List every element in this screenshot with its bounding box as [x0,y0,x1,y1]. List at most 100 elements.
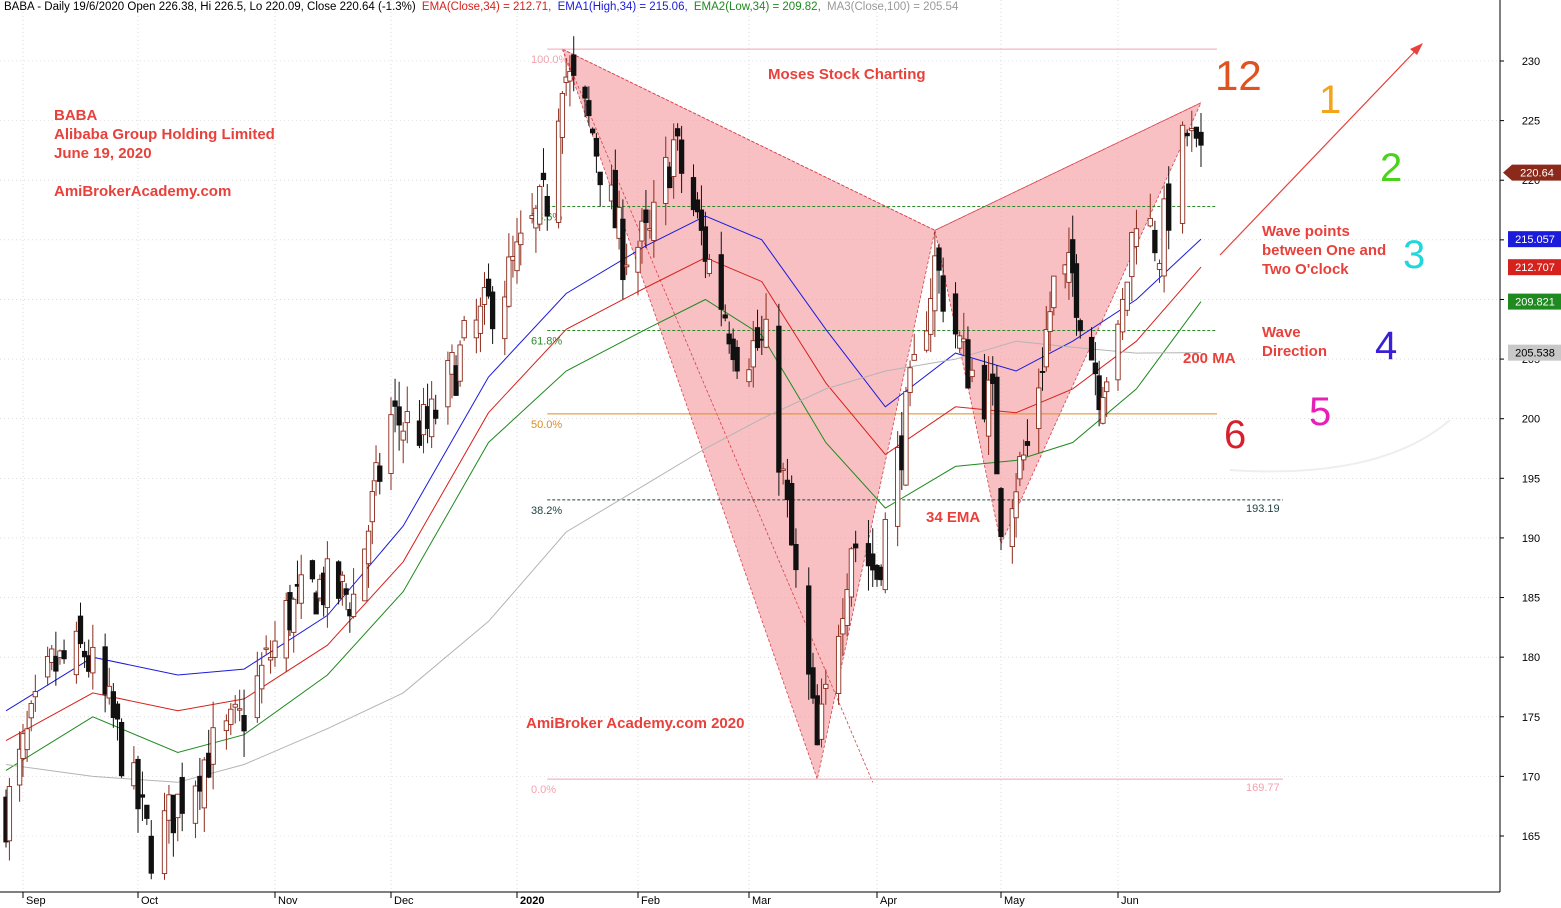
wave-arrow-head [1410,43,1423,55]
candle-body [835,635,842,694]
candle-body [396,406,402,426]
header-ema2: EMA2(Low,34) = 209.82, [693,1,821,13]
candle-body [985,379,992,437]
pattern-line-xb [562,48,936,231]
candle-body [81,650,88,658]
candle-body [392,400,398,407]
price-tag [1508,231,1561,248]
x-tick-label: Apr [880,895,897,907]
y-tick-label: 225 [1522,116,1540,128]
candle-body [102,646,108,695]
indicator-line [5,340,1202,783]
candle-body [241,715,247,732]
x-tick-label: Mar [752,895,771,907]
candle-body [1133,228,1140,247]
candle-body [1047,311,1053,333]
candle-body [197,775,203,792]
candle-body [895,447,901,527]
chart-header: BABA - Daily 19/6/2020 Open 226.38, Hi 2… [4,1,961,13]
wave-arrow [1219,45,1421,256]
fib-label: 61.8% [531,335,562,347]
y-tick-label: 175 [1522,712,1540,724]
candle-body [267,657,274,661]
candle-body [1152,229,1158,254]
candle-body [1009,508,1015,548]
candle-body [1036,387,1042,429]
candle-body [166,794,172,821]
candle-body [759,338,765,341]
price-tag-label: 215.057 [1515,234,1555,246]
candle-body [139,794,146,798]
candle-body [1124,281,1130,311]
candle-body [309,560,316,580]
candle-body [582,86,588,99]
candle-body [998,488,1004,538]
candle-body [674,128,681,137]
candle-body [651,201,657,241]
candle-body [639,220,645,242]
site-label: AmiBrokerAcademy.com [54,183,232,200]
candle-body [1013,491,1019,519]
candle-body [1017,456,1023,480]
wave-points-line3: Two O'clock [1262,261,1349,278]
candle-body [49,648,55,663]
price-tag [1508,259,1561,276]
y-tick-label: 195 [1522,473,1540,485]
candle-body [77,615,84,645]
candle-body [1039,371,1046,373]
candle-body [298,574,304,604]
candle-body [514,241,520,272]
fib-label: 100.0% [531,54,569,66]
y-tick-label: 230 [1522,56,1540,68]
x-tick-label: Dec [394,895,414,907]
candle-body [903,391,909,486]
candle-body [210,727,216,765]
candle-body [544,195,550,217]
candle-body [291,598,297,633]
candle-body [144,804,150,819]
candle-body [53,655,59,672]
candle-body [400,430,406,441]
candle-body [313,592,319,615]
candle-body [911,353,917,361]
wave-points-line2: between One and [1262,242,1387,259]
y-tick-label: 180 [1522,652,1540,664]
candle-body [228,708,234,725]
header-ma3: MA3(Close,100) = 205.54 [826,1,959,13]
x-tick-label: Oct [141,895,158,907]
candle-body [1092,362,1099,375]
candle-body [461,320,467,339]
candle-body [1179,124,1186,224]
candle-body [848,548,855,598]
wave-arc [1229,419,1451,473]
price-tag [1508,293,1561,310]
candle-body [643,209,649,223]
candle-body [734,346,740,372]
candle-body [994,376,1000,475]
candle-body [923,330,930,351]
candle-body [1129,232,1135,278]
candle-body [236,708,243,711]
candle-body [814,695,820,746]
candle-body [179,777,185,814]
candle-body [339,574,346,582]
company-label: Alibaba Group Holding Limited [54,126,275,143]
candle-body [1115,323,1121,381]
candle-body [571,54,577,76]
candle-body [840,618,846,635]
candle-body [206,752,212,778]
candle-body [1020,454,1027,461]
candle-body [343,588,349,595]
x-tick-label: May [1004,895,1025,907]
candle-body [1100,397,1106,424]
candle-body [784,479,791,501]
fib-right-label: 169.77 [1246,782,1280,794]
candle-body [698,209,705,231]
candle-body [1198,131,1204,146]
candle-body [16,748,23,786]
candle-body [1073,263,1080,318]
candle-body [1088,336,1095,361]
candle-body [362,548,368,602]
ema-note: 34 EMA [926,509,981,526]
